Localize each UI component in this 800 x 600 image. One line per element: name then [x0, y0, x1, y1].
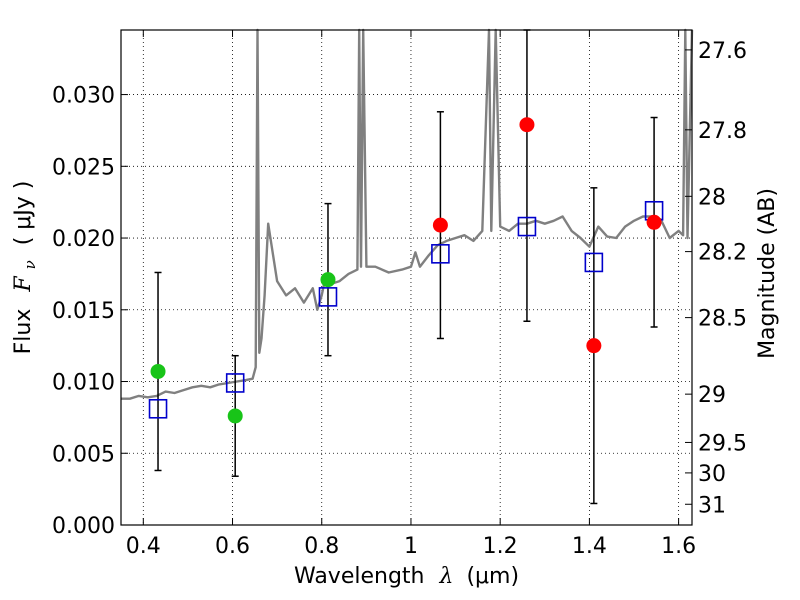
right-tick-label: 27.6 — [698, 39, 747, 64]
x-tick-label: 0.6 — [215, 534, 250, 559]
x-tick-label: 1.6 — [661, 534, 696, 559]
right-tick-label: 28.2 — [698, 241, 747, 266]
y-tick-label: 0.020 — [52, 227, 115, 252]
x-axis-label-symbol: λ — [438, 564, 453, 589]
y-axis-label-unit: ( μJy ) — [11, 181, 36, 246]
right-tick-label: 29.5 — [698, 431, 747, 456]
right-tick-label: 27.8 — [698, 119, 747, 144]
right-tick-label: 28.5 — [698, 307, 747, 332]
right-tick-label: 30 — [698, 462, 726, 487]
right-axis-label: Magnitude (AB) — [755, 188, 780, 359]
model-photometry-square — [148, 398, 168, 419]
marker-layer — [148, 117, 664, 424]
spectrum-layer — [121, 28, 694, 400]
y-axis-label-symbol: F — [11, 276, 36, 293]
x-tick-label: 1.2 — [483, 534, 518, 559]
y-tick-label: 0.030 — [52, 84, 115, 109]
x-axis-label-unit: (μm) — [466, 564, 519, 589]
model-photometry-square — [517, 216, 537, 237]
x-tick-label: 1 — [404, 534, 418, 559]
right-tick-label: 31 — [698, 493, 726, 518]
grid-layer — [121, 30, 692, 526]
right-tick-label: 28 — [698, 185, 726, 210]
model-spectrum-line — [121, 28, 694, 400]
observed-flux-point — [150, 363, 166, 379]
y-axis-label: Flux F ν ( μJy ) — [11, 181, 41, 355]
right-tick-label: 29 — [698, 383, 726, 408]
y-tick-label: 0.005 — [52, 442, 115, 467]
plot-frame — [120, 29, 693, 526]
x-tick-label: 0.4 — [126, 534, 161, 559]
y-axis-label-text: Flux — [11, 309, 36, 355]
observed-flux-point — [586, 338, 602, 354]
x-tick-label: 1.4 — [572, 534, 607, 559]
y-tick-label: 0.010 — [52, 371, 115, 396]
x-axis-label-text: Wavelength — [294, 564, 425, 589]
model-photometry-square — [225, 373, 245, 393]
observed-flux-point — [646, 214, 662, 230]
y-axis-label-subscript: ν — [21, 260, 39, 269]
x-axis-label: Wavelength λ (μm) — [294, 564, 519, 589]
x-tick-label: 0.8 — [304, 534, 339, 559]
model-photometry-square — [584, 252, 604, 273]
observed-flux-point — [432, 217, 448, 233]
y-tick-label: 0.015 — [52, 299, 115, 324]
model-photometry-square — [318, 287, 338, 307]
observed-flux-point — [519, 117, 535, 133]
errorbar-layer — [154, 29, 658, 505]
y-tick-label: 0.000 — [52, 514, 115, 539]
tick-layer: 0.4 0.6 0.8 1 1.2 1.4 1.6 0.000 0.005 0.010 0.015 0… — [52, 30, 747, 559]
observed-flux-point — [320, 272, 336, 288]
model-photometry-square — [431, 244, 450, 264]
observed-flux-point — [227, 408, 243, 424]
y-tick-label: 0.025 — [52, 155, 115, 180]
